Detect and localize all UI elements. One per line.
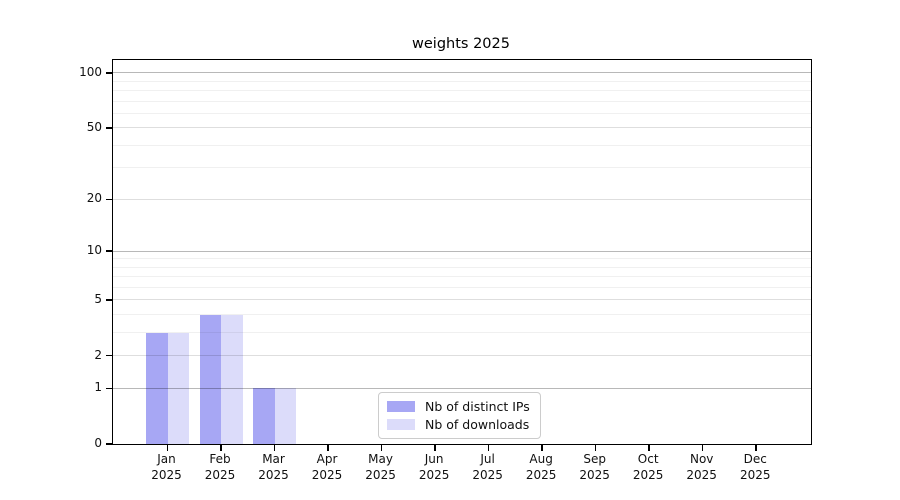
- legend: Nb of distinct IPs Nb of downloads: [378, 392, 541, 439]
- legend-item-distinct-ips: Nb of distinct IPs: [387, 399, 530, 414]
- x-tick-label-feb: Feb 2025: [204, 452, 236, 482]
- y-tick-label-20: 20: [86, 191, 102, 206]
- plot-area: [106, 59, 812, 451]
- major-gridline-50: [113, 127, 811, 129]
- x-tick-label-oct: Oct 2025: [632, 452, 664, 482]
- legend-swatch-downloads: [387, 419, 415, 430]
- x-tick-label-mar: Mar 2025: [258, 452, 289, 482]
- x-tick-apr: [327, 445, 329, 451]
- y-tick-2: [106, 354, 112, 357]
- minor-gridline-90: [113, 80, 811, 82]
- y-tick-1: [106, 387, 112, 390]
- y-tick-label-50: 50: [86, 119, 102, 134]
- x-tick-label-jan: Jan 2025: [151, 452, 182, 482]
- x-tick-dec: [755, 445, 757, 451]
- bar-nb-of-downloads-jan: [167, 332, 189, 444]
- y-tick-label-100: 100: [79, 64, 102, 79]
- x-tick-label-nov: Nov 2025: [686, 452, 717, 482]
- x-tick-label-apr: Apr 2025: [311, 452, 343, 482]
- major-gridline-10: [113, 250, 811, 252]
- minor-gridline-80: [113, 90, 811, 92]
- major-gridline-5: [113, 299, 811, 301]
- major-gridline-1: [113, 387, 811, 389]
- y-tick-label-1: 1: [94, 380, 102, 395]
- minor-gridline-3: [113, 332, 811, 334]
- x-tick-may: [380, 445, 383, 451]
- minor-gridline-4: [113, 314, 811, 316]
- x-tick-jun: [434, 445, 436, 451]
- legend-label-distinct-ips: Nb of distinct IPs: [425, 399, 530, 414]
- x-tick-label-jul: Jul 2025: [472, 452, 503, 482]
- major-gridline-20: [113, 198, 811, 200]
- y-tick-label-10: 10: [86, 243, 102, 258]
- x-tick-sep: [594, 445, 597, 451]
- x-tick-label-aug: Aug 2025: [525, 452, 557, 482]
- legend-item-downloads: Nb of downloads: [387, 417, 530, 432]
- legend-label-downloads: Nb of downloads: [425, 417, 530, 432]
- minor-gridline-7: [113, 276, 811, 278]
- y-tick-0: [106, 443, 112, 445]
- y-tick-label-5: 5: [94, 291, 102, 306]
- minor-gridline-9: [113, 258, 811, 260]
- x-tick-label-jun: Jun 2025: [418, 452, 450, 482]
- x-tick-label-may: May 2025: [365, 452, 396, 482]
- x-tick-oct: [648, 445, 650, 451]
- minor-gridline-40: [113, 144, 811, 146]
- x-tick-jul: [487, 445, 490, 451]
- minor-gridline-30: [113, 167, 811, 169]
- y-tick-label-2: 2: [94, 347, 102, 362]
- minor-gridline-6: [113, 287, 811, 289]
- bar-nb-of-downloads-feb: [221, 314, 243, 444]
- y-tick-50: [106, 127, 112, 129]
- minor-gridline-8: [113, 266, 811, 268]
- x-tick-label-dec: Dec 2025: [739, 452, 771, 482]
- major-gridline-2: [113, 355, 811, 357]
- legend-swatch-distinct-ips: [387, 401, 415, 412]
- y-tick-5: [106, 299, 112, 301]
- x-tick-nov: [701, 445, 704, 451]
- y-tick-label-0: 0: [94, 436, 102, 450]
- x-tick-label-sep: Sep 2025: [579, 452, 610, 482]
- bar-nb-of-downloads-mar: [274, 388, 297, 444]
- x-tick-jan: [166, 445, 169, 451]
- minor-gridline-70: [113, 100, 811, 102]
- bar-nb-of-distinct-ips-feb: [199, 314, 222, 444]
- major-gridline-100: [113, 72, 811, 74]
- bar-nb-of-distinct-ips-mar: [253, 388, 275, 444]
- y-tick-100: [106, 72, 112, 74]
- y-tick-10: [106, 250, 112, 252]
- bar-nb-of-distinct-ips-jan: [146, 332, 168, 444]
- minor-gridline-60: [113, 113, 811, 115]
- x-tick-mar: [273, 445, 276, 451]
- chart-title: weights 2025: [412, 36, 510, 52]
- x-tick-feb: [220, 445, 222, 451]
- y-tick-20: [106, 198, 112, 200]
- x-tick-aug: [541, 445, 543, 451]
